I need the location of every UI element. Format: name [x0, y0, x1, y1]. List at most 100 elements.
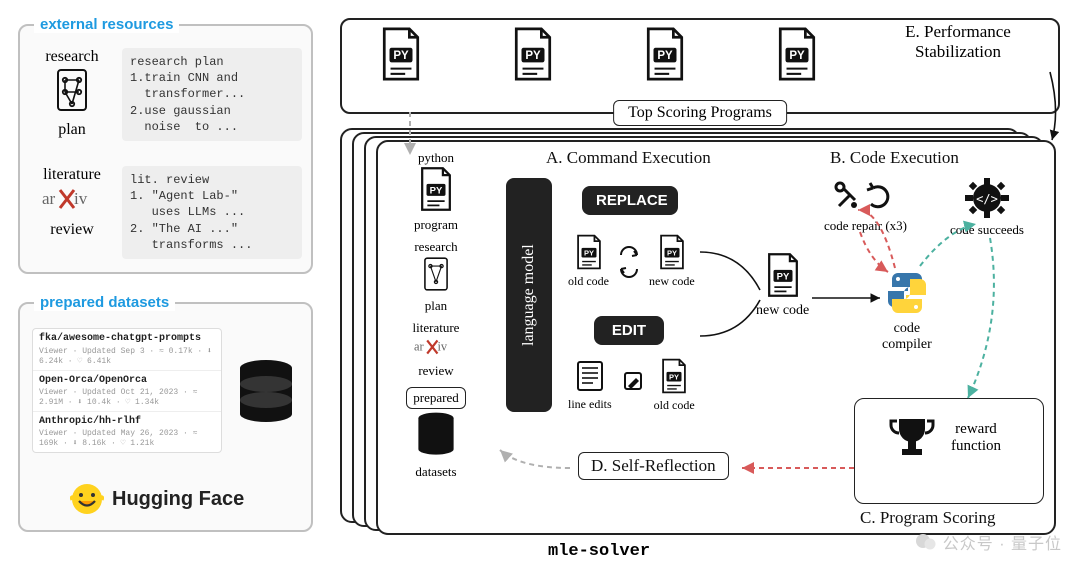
literature-review-label: literature ar iv review — [32, 166, 112, 239]
svg-text:PY: PY — [583, 248, 593, 257]
external-resources-title: external resources — [34, 16, 179, 33]
new-code-label: new code — [649, 274, 695, 289]
py-file-icon: PY — [659, 358, 689, 398]
review-label: review — [32, 221, 112, 239]
gear-code-icon: </> — [965, 178, 1009, 218]
dataset-list: fka/awesome-chatgpt-prompts Viewer · Upd… — [32, 328, 222, 453]
plan-label: plan — [32, 121, 112, 139]
literature-label: literature — [32, 166, 112, 184]
py-file-icon: PY — [657, 234, 687, 274]
svg-text:PY: PY — [657, 50, 673, 62]
huggingface-icon — [70, 482, 104, 516]
py-file-icon: PY — [574, 234, 604, 274]
py-file-icon: PY — [417, 166, 455, 217]
svg-text:iv: iv — [437, 340, 447, 354]
plan-label2: plan — [390, 298, 482, 314]
svg-text:PY: PY — [789, 50, 805, 62]
code-compiler: code compiler — [882, 270, 932, 353]
title-b: B. Code Execution — [830, 148, 959, 168]
huggingface-label: Hugging Face — [112, 488, 244, 511]
datasets-label: datasets — [390, 464, 482, 480]
title-e: E. Performance Stabilization — [866, 22, 1050, 62]
svg-text:ar: ar — [42, 189, 56, 208]
dataset-meta: Viewer · Updated May 26, 2023 · ≈ 169k ·… — [39, 429, 215, 448]
dataset-item: Anthropic/hh-rlhf Viewer · Updated May 2… — [33, 412, 221, 452]
old-code-label: old code — [568, 274, 609, 289]
title-d: D. Self-Reflection — [578, 452, 729, 480]
language-model-box: language model — [506, 178, 552, 412]
old-code-label2: old code — [654, 398, 695, 413]
new-code-center: PY new code — [756, 252, 809, 319]
arxiv-icon: ar iv — [42, 184, 102, 214]
line-edits-icon — [575, 359, 605, 393]
py-file-icon: PY — [378, 26, 424, 87]
py-file-icon: PY — [774, 26, 820, 87]
prepared-datasets-panel: prepared datasets fka/awesome-chatgpt-pr… — [18, 302, 313, 532]
svg-text:PY: PY — [525, 50, 541, 62]
huggingface-badge: Hugging Face — [70, 482, 244, 516]
dataset-name: fka/awesome-chatgpt-prompts — [39, 333, 215, 344]
side-column: python PY program research plan — [390, 150, 482, 486]
svg-text:PY: PY — [776, 271, 789, 282]
py-file-icon: PY — [510, 26, 556, 87]
py-file-icon: PY — [764, 252, 802, 303]
svg-text:</>: </> — [976, 192, 998, 206]
code-repair-label: code repair (x3) — [824, 218, 907, 234]
dataset-meta: Viewer · Updated Sep 3 · ≈ 0.17k · ⬇ 6.2… — [39, 346, 215, 366]
trophy-icon — [887, 413, 937, 463]
reward-label: reward function — [951, 421, 1001, 455]
title-a: A. Command Execution — [546, 148, 711, 168]
dataset-meta: Viewer · Updated Oct 21, 2023 · ≈ 2.91M … — [39, 388, 215, 407]
svg-text:PY: PY — [667, 248, 677, 257]
database-icon — [415, 411, 457, 459]
replace-io: PY old code PY new code — [568, 234, 695, 289]
python-icon — [884, 270, 930, 316]
prepared-datasets-title: prepared datasets — [34, 294, 175, 311]
dataset-item: fka/awesome-chatgpt-prompts Viewer · Upd… — [33, 329, 221, 371]
program-label: program — [390, 217, 482, 233]
wechat-icon — [915, 531, 937, 553]
review-label2: review — [390, 363, 482, 379]
python-label: python — [390, 150, 482, 166]
line-edits-label: line edits — [568, 397, 612, 412]
edit-button[interactable]: EDIT — [594, 316, 664, 345]
svg-text:PY: PY — [430, 185, 443, 196]
watermark: 公众号 · 量子位 — [915, 530, 1062, 554]
svg-text:iv: iv — [74, 189, 88, 208]
research-label2: research — [390, 239, 482, 255]
research-plan-label: research plan — [32, 48, 112, 139]
arxiv-icon: ar iv — [411, 336, 461, 358]
dataset-name: Open-Orca/OpenOrca — [39, 375, 215, 386]
research-label: research — [32, 48, 112, 66]
language-model-label: language model — [506, 178, 552, 412]
edit-io: line edits PY old code — [568, 358, 695, 413]
reward-box: reward function — [854, 398, 1044, 504]
code-repair: code repair (x3) — [824, 178, 907, 234]
code-succeeds: </> code succeeds — [950, 178, 1024, 238]
top-programs-label: Top Scoring Programs — [613, 100, 787, 126]
dataset-name: Anthropic/hh-rlhf — [39, 416, 215, 427]
dataset-item: Open-Orca/OpenOrca Viewer · Updated Oct … — [33, 371, 221, 412]
plan-icon — [420, 255, 452, 293]
swap-icon — [617, 245, 641, 279]
mle-solver-label: mle-solver — [548, 542, 650, 561]
new-code-label2: new code — [756, 303, 809, 319]
external-resources-panel: external resources research plan researc… — [18, 24, 313, 274]
research-plan-code: research plan 1.train CNN and transforme… — [122, 48, 302, 141]
replace-button[interactable]: REPLACE — [582, 186, 678, 215]
svg-text:PY: PY — [669, 372, 679, 381]
plan-icon — [52, 66, 92, 114]
title-c: C. Program Scoring — [860, 508, 996, 528]
svg-text:ar: ar — [414, 340, 425, 354]
pencil-icon — [622, 370, 644, 402]
py-file-icon: PY — [642, 26, 688, 87]
svg-text:PY: PY — [393, 50, 409, 62]
compiler-label: code compiler — [882, 321, 932, 353]
prepared-label: prepared — [406, 387, 465, 409]
database-icon — [235, 358, 297, 428]
main-panel: python PY program research plan — [376, 140, 1056, 535]
tools-refresh-icon — [833, 178, 899, 214]
watermark-text: 公众号 · 量子位 — [943, 530, 1062, 554]
lit-review-code: lit. review 1. "Agent Lab-" uses LLMs ..… — [122, 166, 302, 259]
literature-label2: literature — [390, 320, 482, 336]
